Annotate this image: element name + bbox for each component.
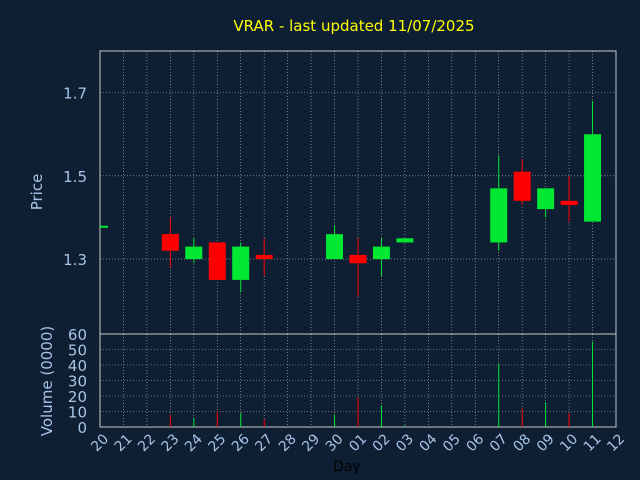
x-tick-label: 30	[323, 431, 347, 455]
x-tick-label: 03	[393, 431, 417, 455]
x-tick-label: 07	[487, 431, 511, 455]
price-axis-label: Price	[28, 174, 46, 211]
x-tick-label: 26	[229, 431, 253, 455]
candle-body	[349, 254, 367, 264]
candle-body	[232, 246, 250, 280]
x-axis-label: Day	[333, 459, 361, 475]
volume-axis-label: Volume (0000)	[38, 326, 56, 436]
x-tick-label: 05	[440, 431, 464, 455]
x-tick-label: 22	[135, 431, 159, 455]
candle-body	[208, 242, 226, 280]
x-tick-label: 08	[510, 431, 534, 455]
price-tick-label: 1.7	[63, 85, 87, 103]
candle-body	[372, 246, 390, 260]
candle-body	[326, 234, 344, 260]
price-tick-label: 1.5	[63, 168, 87, 186]
candle-body	[560, 200, 578, 205]
x-tick-label: 02	[370, 431, 394, 455]
volume-tick-label: 60	[68, 326, 87, 344]
x-tick-label: 09	[534, 431, 558, 455]
x-tick-label: 23	[159, 431, 183, 455]
candle-body	[185, 246, 203, 260]
candle-body	[490, 188, 508, 243]
volume-tick-label: 40	[68, 357, 87, 375]
chart-title: VRAR - last updated 11/07/2025	[233, 17, 474, 35]
candle-body	[584, 134, 602, 222]
candle-body	[161, 234, 179, 251]
price-tick-label: 1.3	[63, 251, 87, 269]
volume-tick-label: 50	[68, 342, 87, 360]
x-tick-label: 06	[463, 431, 487, 455]
x-tick-label: 01	[346, 431, 370, 455]
x-tick-label: 29	[299, 431, 323, 455]
price-panel: 1.3 1.5 1.7	[63, 50, 617, 335]
x-tick-label: 28	[276, 431, 300, 455]
x-tick-label: 20	[88, 431, 112, 455]
candle-body	[396, 238, 414, 243]
x-tick-label: 11	[581, 431, 605, 455]
volume-tick-label: 30	[68, 373, 87, 391]
x-tick-label: 24	[182, 431, 206, 455]
volume-tick-label: 20	[68, 388, 87, 406]
x-tick-label: 10	[557, 431, 581, 455]
x-tick-label: 12	[604, 431, 628, 455]
volume-tick-label: 10	[68, 404, 87, 422]
candle-body	[513, 171, 531, 201]
volume-tick-label: 0	[77, 419, 87, 437]
x-axis: 20 21 22 23 24 25 26 27 28 29 30 01 02 03 04 05 06 07 08 09…	[88, 431, 628, 455]
candle-body	[100, 225, 108, 228]
x-tick-label: 21	[112, 431, 136, 455]
x-tick-label: 04	[417, 431, 441, 455]
candle-body	[537, 188, 555, 210]
x-tick-label: 27	[252, 431, 276, 455]
x-tick-label: 25	[205, 431, 229, 455]
candle-body	[255, 254, 273, 260]
